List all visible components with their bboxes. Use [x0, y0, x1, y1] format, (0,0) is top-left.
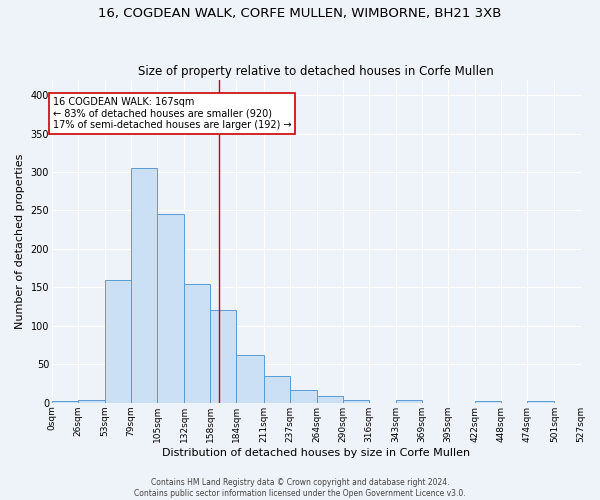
Bar: [317, 396, 343, 403]
Bar: [263, 376, 290, 403]
Bar: [105, 280, 131, 403]
Bar: [527, 402, 554, 403]
Bar: [343, 400, 369, 403]
Y-axis label: Number of detached properties: Number of detached properties: [15, 154, 25, 329]
Text: Contains HM Land Registry data © Crown copyright and database right 2024.
Contai: Contains HM Land Registry data © Crown c…: [134, 478, 466, 498]
Text: 16, COGDEAN WALK, CORFE MULLEN, WIMBORNE, BH21 3XB: 16, COGDEAN WALK, CORFE MULLEN, WIMBORNE…: [98, 8, 502, 20]
Bar: [184, 284, 211, 403]
Bar: [475, 402, 501, 403]
Bar: [131, 168, 157, 403]
Bar: [396, 400, 422, 403]
Bar: [211, 310, 236, 403]
Bar: [52, 402, 78, 403]
Text: 16 COGDEAN WALK: 167sqm
← 83% of detached houses are smaller (920)
17% of semi-d: 16 COGDEAN WALK: 167sqm ← 83% of detache…: [53, 96, 292, 130]
Bar: [78, 400, 105, 403]
Title: Size of property relative to detached houses in Corfe Mullen: Size of property relative to detached ho…: [139, 66, 494, 78]
X-axis label: Distribution of detached houses by size in Corfe Mullen: Distribution of detached houses by size …: [162, 448, 470, 458]
Bar: [157, 214, 184, 403]
Bar: [290, 390, 317, 403]
Bar: [236, 355, 263, 403]
